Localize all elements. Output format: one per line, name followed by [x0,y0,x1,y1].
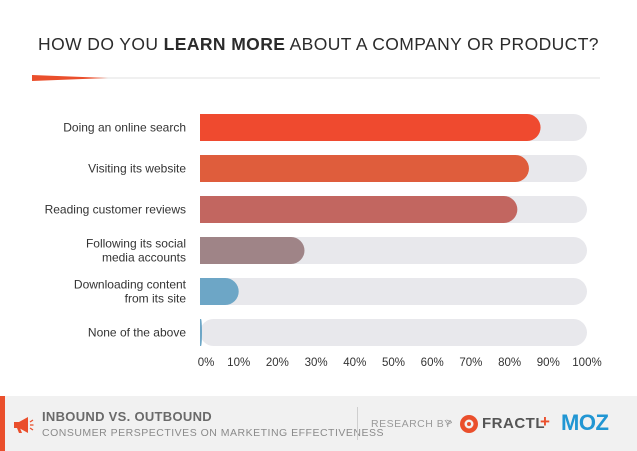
x-tick-label: 50% [382,357,405,369]
title-underline [32,75,600,81]
bar-track [200,319,587,346]
category-label-line: None of the above [88,326,186,340]
x-tick-label: 60% [421,357,444,369]
x-tick-label: 10% [227,357,250,369]
title-part-1: HOW DO YOU [38,34,164,54]
bar-3 [200,237,305,264]
category-label: Following its social media accounts [86,237,186,265]
category-label-line: media accounts [102,251,186,265]
title-part-emphasis: LEARN MORE [163,34,286,54]
megaphone-icon [14,417,34,433]
category-label-line: Visiting its website [88,162,186,176]
category-label-line: Downloading content [74,278,187,292]
bar-4 [200,278,239,305]
category-label: Doing an online search [63,121,186,135]
category-label: Downloading content from its site [74,278,187,306]
bar-track [200,278,587,305]
fractl-logo-icon [460,415,478,433]
footer-title: INBOUND VS. OUTBOUND [42,409,212,424]
moz-logo: MOZ [561,410,609,435]
research-arrow: > [446,417,453,429]
category-label-line: Following its social [86,237,186,251]
x-tick-label: 30% [305,357,328,369]
bar-2 [200,196,518,223]
category-label-line: Doing an online search [63,121,186,135]
bar-5 [200,319,202,346]
x-tick-label: 40% [343,357,366,369]
category-label: Reading customer reviews [45,203,186,217]
bar-0 [200,114,541,141]
plus-sign: + [540,412,550,431]
chart-title: HOW DO YOU LEARN MORE ABOUT A COMPANY OR… [0,34,637,55]
bar-1 [200,155,529,182]
x-tick-label: 80% [498,357,521,369]
category-label-line: from its site [125,292,187,306]
footer-divider [357,407,358,440]
footer-accent [0,396,5,451]
x-tick-label: 0% [198,357,215,369]
x-tick-label: 90% [537,357,560,369]
category-label: None of the above [88,326,186,340]
fractl-logo-text: FRACTL [482,415,545,432]
footer-subtitle: CONSUMER PERSPECTIVES ON MARKETING EFFEC… [42,427,384,439]
research-by-label: RESEARCH BY [371,418,452,430]
x-tick-label: 70% [459,357,482,369]
accent-wedge [32,75,108,81]
title-part-2: ABOUT A COMPANY OR PRODUCT? [285,34,599,54]
category-label-line: Reading customer reviews [45,203,186,217]
footer-bar: INBOUND VS. OUTBOUND CONSUMER PERSPECTIV… [0,396,637,451]
x-tick-label: 100% [572,357,601,369]
bar-chart: Doing an online search Visiting its websi… [45,114,602,369]
category-label: Visiting its website [88,162,186,176]
x-tick-label: 20% [266,357,289,369]
